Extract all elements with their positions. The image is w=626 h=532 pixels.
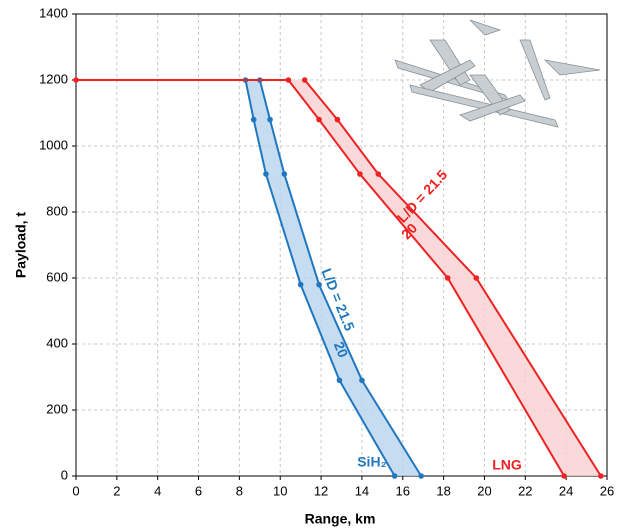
y-axis-title: Payload, t (13, 212, 29, 278)
point (445, 275, 451, 281)
point (359, 378, 365, 384)
point (282, 171, 288, 177)
point (337, 378, 343, 384)
x-tick-label: 16 (396, 483, 410, 498)
point (73, 77, 79, 83)
chart: 0200400600800100012001400024681012141618… (0, 0, 626, 532)
x-tick-label: 18 (436, 483, 450, 498)
point (316, 282, 322, 288)
aircraft-illustration (395, 20, 600, 127)
x-tick-label: 0 (72, 483, 79, 498)
point (375, 171, 381, 177)
point (267, 117, 273, 123)
point (302, 77, 308, 83)
y-tick-label: 1200 (39, 71, 68, 86)
x-tick-label: 6 (195, 483, 202, 498)
x-tick-label: 2 (113, 483, 120, 498)
point (392, 473, 398, 479)
x-tick-label: 10 (273, 483, 287, 498)
y-tick-label: 1400 (39, 5, 68, 20)
x-tick-label: 20 (477, 483, 491, 498)
x-tick-label: 8 (236, 483, 243, 498)
y-tick-label: 400 (46, 335, 68, 350)
x-tick-label: 4 (154, 483, 161, 498)
x-tick-label: 26 (600, 483, 614, 498)
y-tick-label: 0 (61, 467, 68, 482)
x-tick-label: 14 (355, 483, 369, 498)
point (263, 171, 269, 177)
point (473, 275, 479, 281)
point (357, 171, 363, 177)
x-tick-label: 24 (559, 483, 573, 498)
y-tick-label: 800 (46, 203, 68, 218)
x-tick-label: 12 (314, 483, 328, 498)
x-tick-label: 22 (518, 483, 532, 498)
y-tick-label: 200 (46, 401, 68, 416)
point (251, 117, 257, 123)
x-axis-title: Range, km (305, 511, 376, 527)
point (298, 282, 304, 288)
point (561, 473, 567, 479)
point (316, 117, 322, 123)
y-tick-label: 1000 (39, 137, 68, 152)
y-tick-label: 600 (46, 269, 68, 284)
point (286, 77, 292, 83)
point (418, 473, 424, 479)
annotation: LNG (492, 457, 522, 473)
annotation: SiH₂ (357, 454, 387, 470)
point (335, 117, 341, 123)
point (598, 473, 604, 479)
